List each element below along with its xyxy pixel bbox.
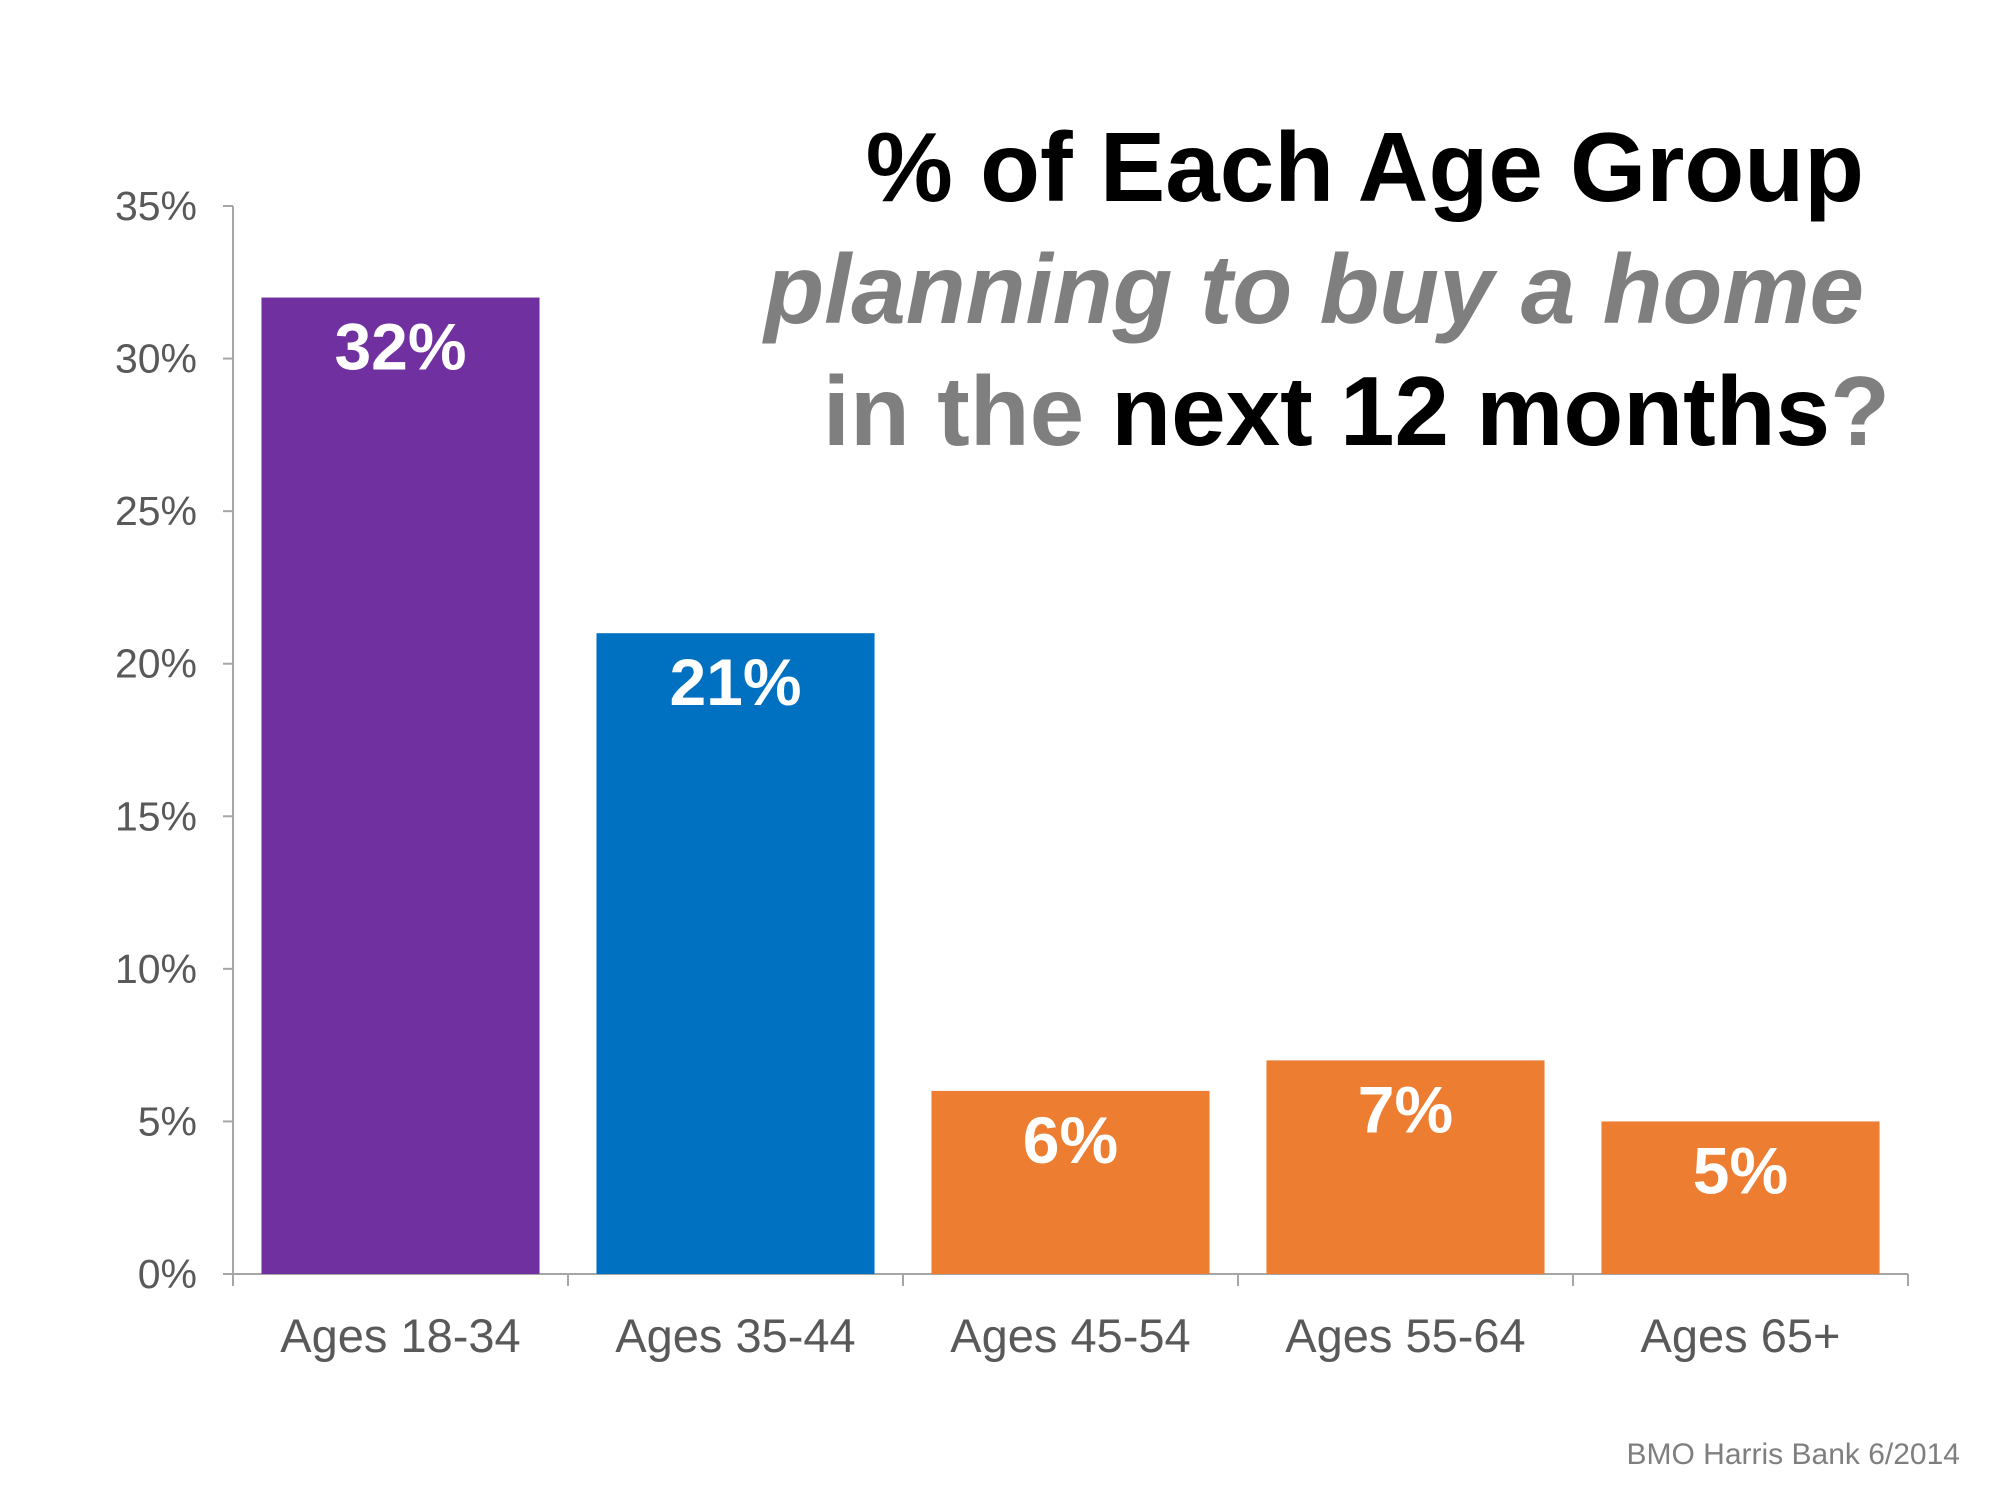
title-line-3-part-2: next 12 months <box>1111 356 1831 466</box>
category-label: Ages 65+ <box>1641 1309 1841 1362</box>
y-tick-label: 20% <box>115 641 197 687</box>
title-line-1: % of Each Age Group <box>865 112 1864 222</box>
chart-title: % of Each Age Group planning to buy a ho… <box>590 118 1890 460</box>
labels: 32% Ages 18-34 21% Ages 35-44 6% Ages 45-54 7%… <box>280 310 1840 1362</box>
y-tick-label: 35% <box>115 183 197 229</box>
bar <box>1601 1121 1880 1274</box>
title-line-3-part-1: in the <box>822 356 1112 466</box>
title-line-3: in the next 12 months? <box>590 362 1890 460</box>
axes: 0% 5% 10% 15% 20% 25% 30% 35% <box>115 183 1909 1297</box>
bar-value-label: 21% <box>669 645 801 719</box>
bar <box>1266 1060 1545 1274</box>
source-note: BMO Harris Bank 6/2014 <box>1626 1438 1960 1471</box>
category-label: Ages 55-64 <box>1285 1309 1525 1362</box>
category-label: Ages 35-44 <box>615 1309 855 1362</box>
y-tick-label: 15% <box>115 793 197 839</box>
y-tick-label: 25% <box>115 488 197 534</box>
category-label: Ages 45-54 <box>950 1309 1190 1362</box>
title-line-2: planning to buy a home <box>764 234 1864 344</box>
y-tick-label: 5% <box>138 1098 197 1144</box>
bar-value-label: 7% <box>1358 1072 1453 1146</box>
bar <box>261 297 540 1274</box>
category-label: Ages 18-34 <box>280 1309 520 1362</box>
y-tick-label: 30% <box>115 336 197 382</box>
bar-value-label: 5% <box>1693 1133 1788 1207</box>
bars <box>261 297 1880 1274</box>
y-tick-label: 0% <box>138 1251 197 1297</box>
title-line-3-part-3: ? <box>1830 356 1890 466</box>
y-tick-label: 10% <box>115 946 197 992</box>
bar-value-label: 32% <box>334 310 466 384</box>
bar-value-label: 6% <box>1023 1103 1118 1177</box>
bar <box>931 1090 1210 1274</box>
bar <box>596 633 875 1274</box>
